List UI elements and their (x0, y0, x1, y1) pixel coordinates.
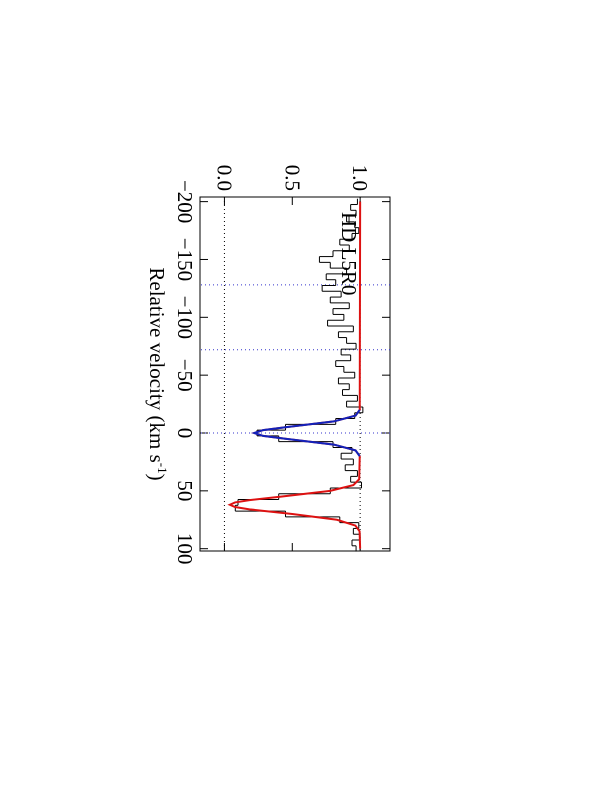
x-axis-label-end: ) (145, 474, 169, 481)
x-tick-label: −150 (173, 238, 197, 281)
annotation: HD L5R0 (337, 212, 361, 295)
model-line (251, 409, 361, 457)
x-tick-label: 50 (173, 480, 197, 501)
y-tick-label: 0.5 (280, 165, 304, 191)
x-tick-label: 100 (173, 533, 197, 565)
plot-frame (199, 196, 391, 552)
y-tick-label: 0.0 (212, 165, 236, 191)
x-axis-label: Relative velocity (km s-1) (145, 267, 170, 480)
x-tick-label: −50 (173, 359, 197, 392)
x-tick-label: −100 (173, 296, 197, 339)
x-tick-label: −200 (173, 180, 197, 223)
y-tick-label: 1.0 (348, 165, 372, 191)
x-axis-label-sup: -1 (155, 463, 170, 474)
plot: −200 −150 −100 −50 0 50 100 0.0 0.5 1.0 HD L5R0 Rel… (145, 165, 391, 565)
x-tick-label: 0 (173, 428, 197, 439)
x-axis-label-text: Relative velocity (km s (145, 267, 169, 462)
